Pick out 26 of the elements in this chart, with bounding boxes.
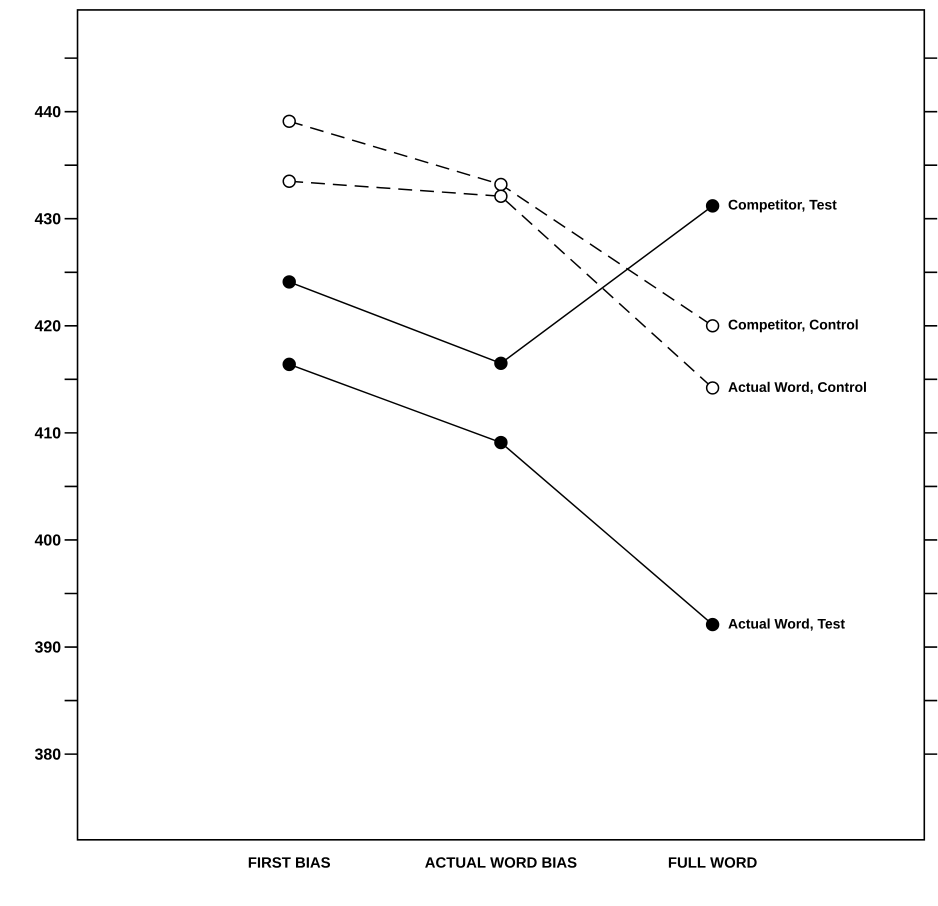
series-label: Competitor, Test [728,199,837,212]
point [494,189,508,203]
point [706,618,720,632]
point [494,178,508,191]
point [282,357,296,371]
point [282,275,296,288]
y-tick-label: 430 [34,212,60,224]
series-label: Actual Word, Control [728,382,866,394]
series-label: Actual Word, Test [728,618,845,630]
point [494,436,508,450]
y-tick-label: 410 [34,427,60,438]
x-tick-label: FIRST BIAS [248,857,330,868]
y-tick-label: 380 [34,748,60,760]
point [706,318,720,332]
y-tick-label: 390 [34,641,60,652]
point [494,356,508,370]
series-label: Competitor, Control [728,319,858,332]
point [282,114,296,128]
y-tick-label: 420 [34,320,60,332]
y-tick-label: 400 [34,534,60,546]
x-tick-label: ACTUAL WORD BIAS [425,857,576,868]
point [282,174,296,188]
y-tick-label: 440 [34,106,60,118]
point [706,198,720,212]
point [706,381,720,394]
x-tick-label: FULL WORD [668,857,757,868]
